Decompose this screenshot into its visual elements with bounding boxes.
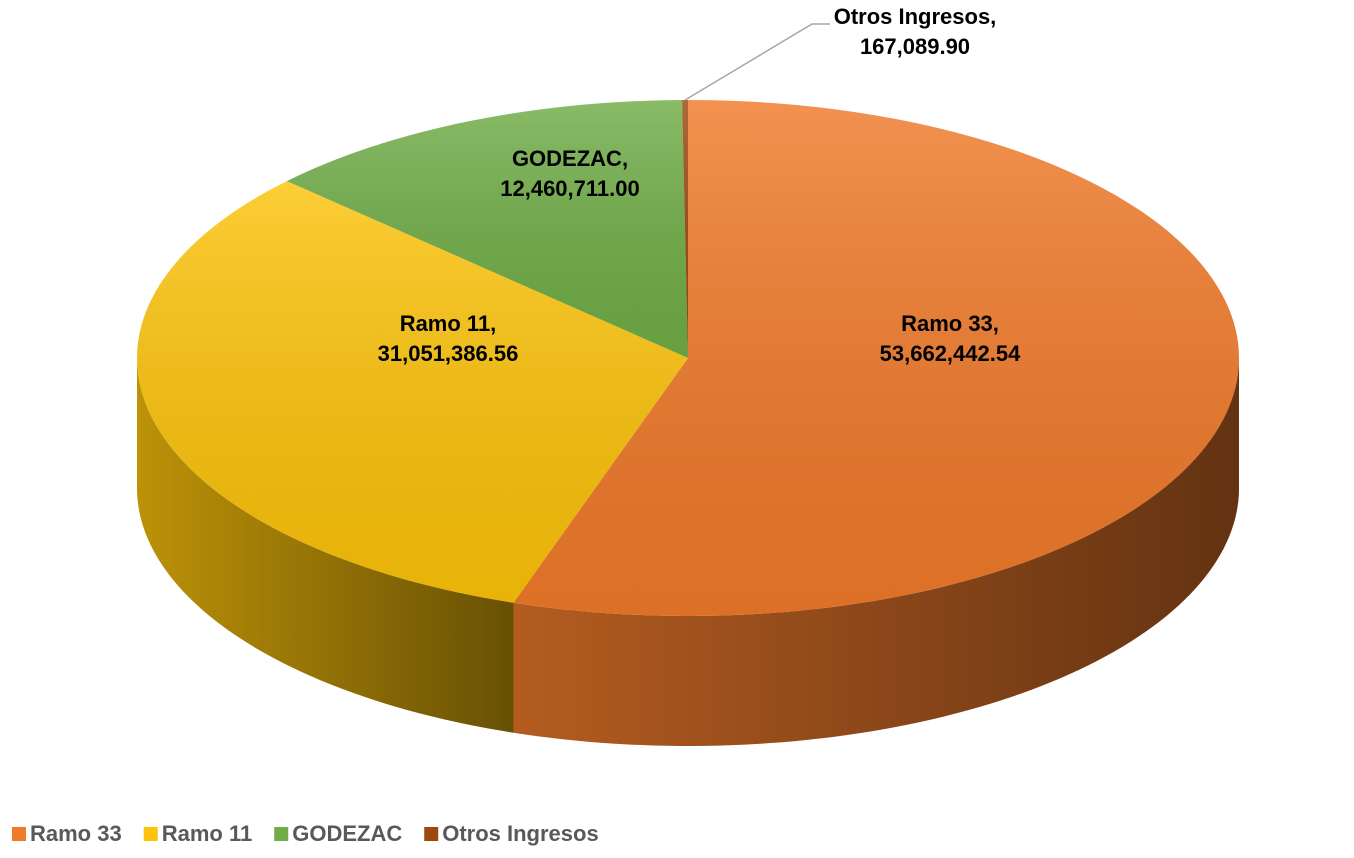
pie-slice-shade bbox=[286, 100, 688, 358]
data-label-value: 53,662,442.54 bbox=[880, 341, 1021, 366]
legend-swatch bbox=[274, 827, 289, 841]
legend-swatch bbox=[424, 827, 439, 841]
legend-label: GODEZAC bbox=[292, 821, 402, 846]
legend-label: Otros Ingresos bbox=[442, 821, 598, 846]
pie-side-shade bbox=[137, 358, 514, 733]
data-label-value: 31,051,386.56 bbox=[378, 341, 519, 366]
legend-label: Ramo 11 bbox=[162, 821, 253, 846]
pie-slice-shade bbox=[682, 100, 688, 358]
pie-tops bbox=[137, 100, 1239, 616]
data-labels: Ramo 33, 53,662,442.54 Ramo 11, 31,051,386.… bbox=[378, 4, 1021, 366]
legend-label: Ramo 33 bbox=[30, 821, 122, 846]
data-label-value: 167,089.90 bbox=[860, 34, 970, 59]
pie-slice-shade bbox=[513, 100, 1239, 616]
data-label-name: GODEZAC, bbox=[512, 146, 628, 171]
pie-side-shade bbox=[513, 358, 1239, 746]
data-label-value: 12,460,711.00 bbox=[500, 176, 639, 201]
leader-line bbox=[684, 23, 830, 101]
pie-slice-shade bbox=[137, 181, 688, 603]
data-label-name: Ramo 11, bbox=[400, 311, 497, 336]
data-label-name: Otros Ingresos, bbox=[834, 4, 997, 29]
legend-swatch bbox=[143, 827, 158, 841]
legend: Ramo 33 Ramo 11 GODEZAC Otros Ingresos bbox=[12, 821, 599, 846]
legend-swatch bbox=[12, 827, 26, 841]
data-label-name: Ramo 33, bbox=[901, 311, 999, 336]
pie-sides bbox=[137, 358, 1239, 746]
